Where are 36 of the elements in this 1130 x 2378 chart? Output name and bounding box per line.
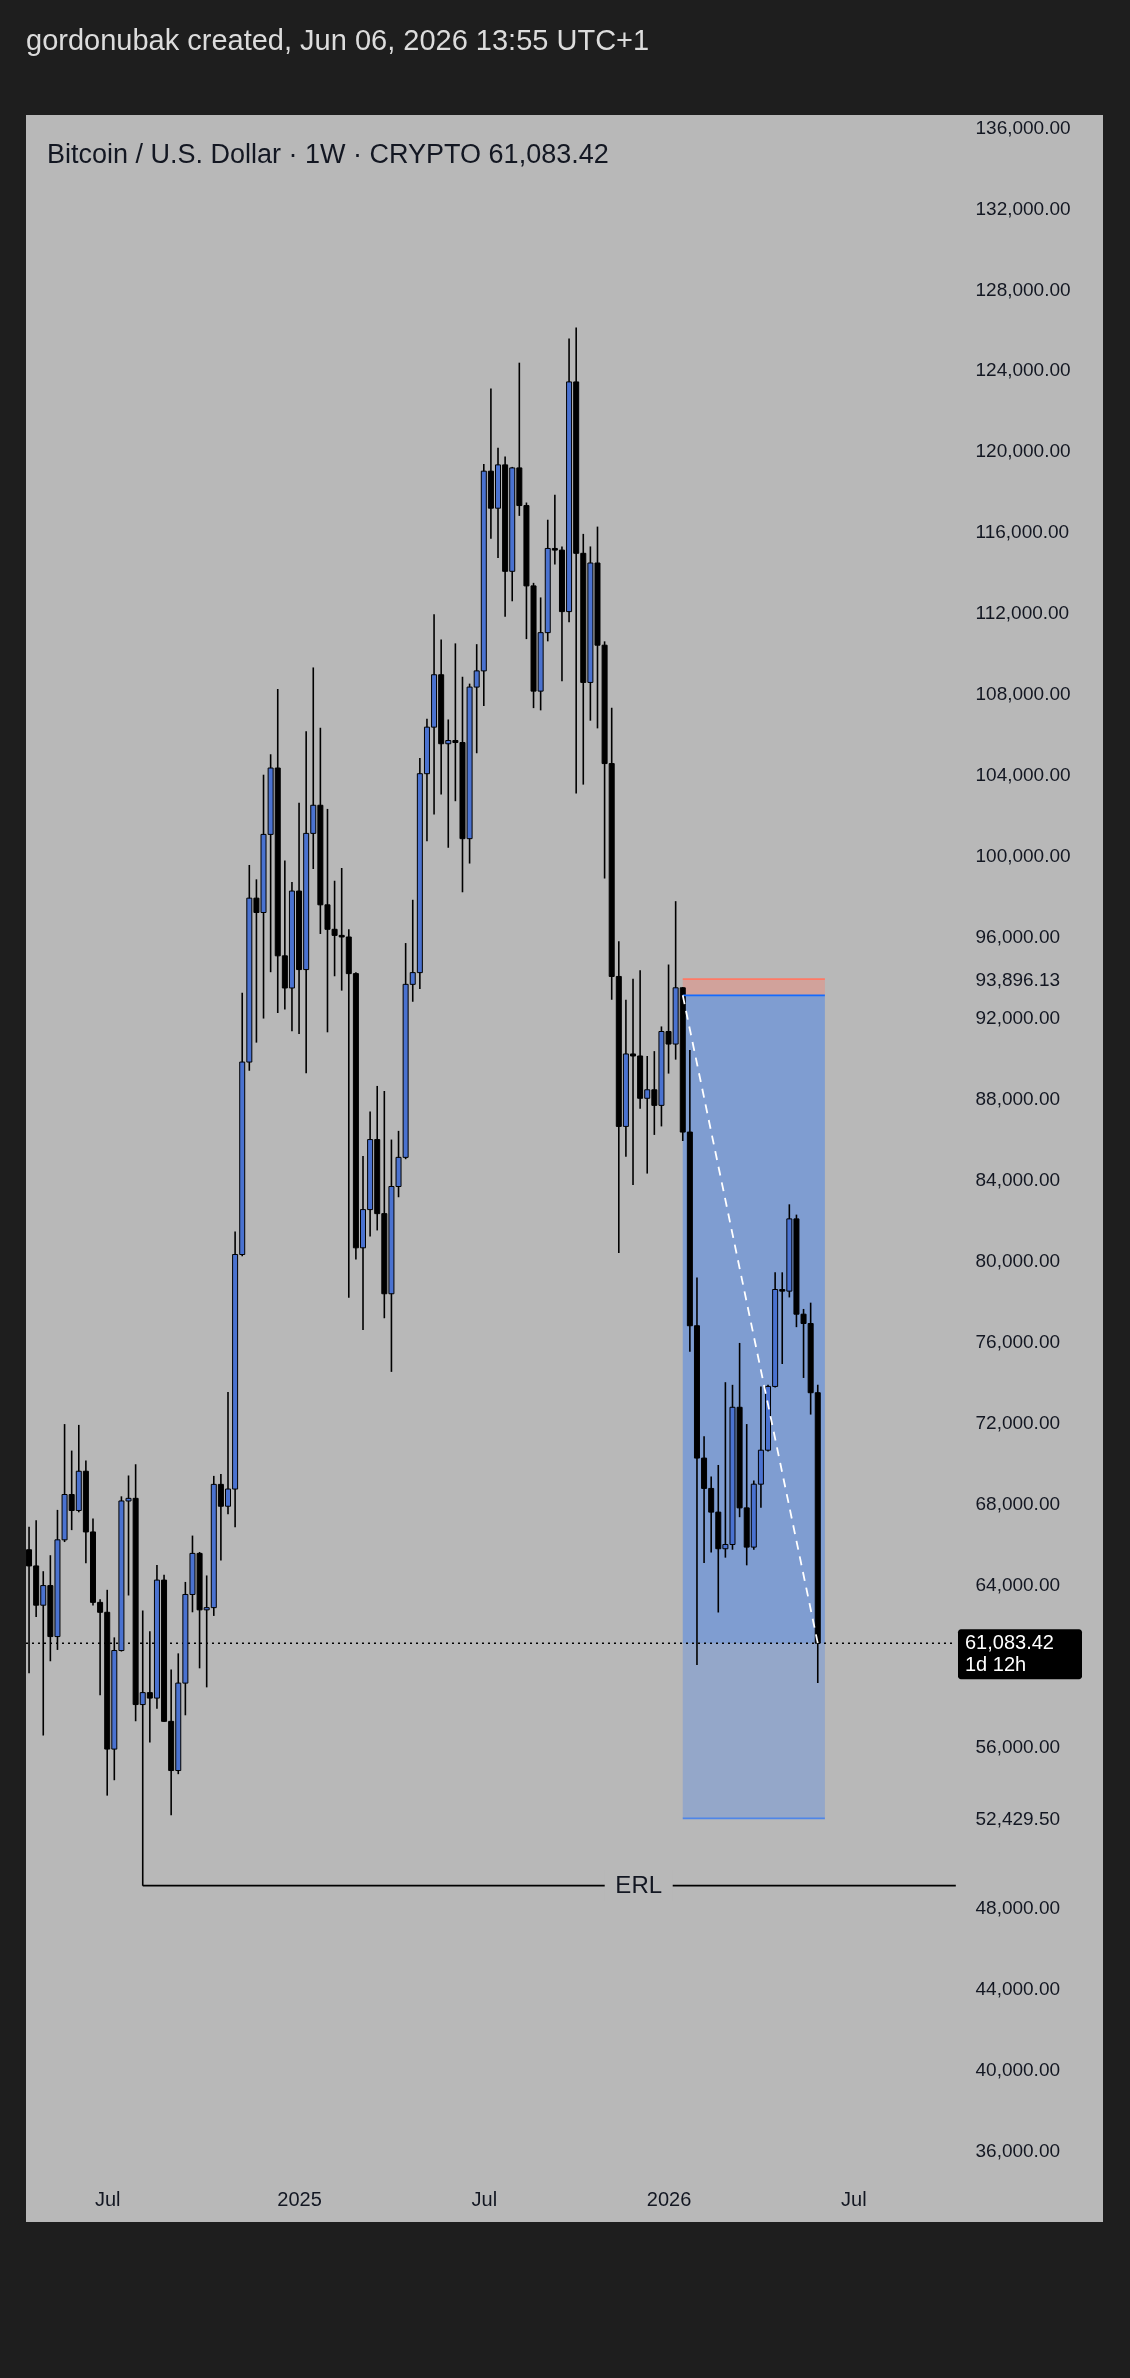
y-tick-label: 72,000.00 bbox=[975, 1411, 1061, 1433]
y-tick-label: 100,000.00 bbox=[975, 845, 1071, 867]
x-tick-label: 2026 bbox=[646, 2187, 692, 2210]
x-tick-label: Jul bbox=[94, 2187, 121, 2210]
y-tick-label: 68,000.00 bbox=[975, 1492, 1061, 1514]
y-tick-label: 136,000.00 bbox=[975, 116, 1071, 138]
series-label: ERL bbox=[615, 1870, 663, 1898]
y-tick-label: 128,000.00 bbox=[975, 278, 1071, 300]
annotation: 1d 12h bbox=[965, 1653, 1027, 1676]
chart-subtitle: gordonubak created, Jun 06, 2026 13:55 UTC+1 bbox=[26, 24, 650, 56]
y-tick-label: 76,000.00 bbox=[975, 1330, 1061, 1352]
y-tick-label: 56,000.00 bbox=[975, 1735, 1061, 1757]
y-tick-label: 52,429.50 bbox=[975, 1807, 1061, 1829]
y-tick-label: 96,000.00 bbox=[975, 926, 1061, 948]
y-tick-label: 93,896.13 bbox=[975, 968, 1061, 990]
x-tick-label: Jul bbox=[471, 2187, 498, 2210]
y-tick-label: 44,000.00 bbox=[975, 1978, 1061, 2000]
y-tick-label: 36,000.00 bbox=[975, 2140, 1061, 2162]
y-tick-label: 124,000.00 bbox=[975, 359, 1071, 381]
y-tick-label: 120,000.00 bbox=[975, 440, 1071, 462]
y-tick-label: 104,000.00 bbox=[975, 764, 1071, 786]
ref-line-label: 61,083.42 bbox=[965, 1631, 1054, 1654]
y-tick-label: 112,000.00 bbox=[975, 602, 1070, 624]
y-tick-label: 40,000.00 bbox=[975, 2059, 1061, 2081]
y-tick-label: 48,000.00 bbox=[975, 1897, 1061, 1919]
y-tick-label: 84,000.00 bbox=[975, 1168, 1061, 1190]
x-tick-label: 2025 bbox=[277, 2187, 322, 2210]
y-tick-label: 92,000.00 bbox=[975, 1007, 1061, 1029]
y-tick-label: 132,000.00 bbox=[975, 197, 1071, 219]
y-tick-label: 116,000.00 bbox=[975, 521, 1070, 543]
x-tick-label: Jul bbox=[841, 2187, 867, 2210]
y-tick-label: 64,000.00 bbox=[975, 1573, 1061, 1595]
y-tick-label: 88,000.00 bbox=[975, 1087, 1061, 1109]
text: Bitcoin / U.S. Dollar · 1W · CRYPTO 61,083.42 bbox=[47, 139, 609, 169]
y-tick-label: 80,000.00 bbox=[975, 1249, 1061, 1271]
y-tick-label: 108,000.00 bbox=[975, 683, 1071, 705]
